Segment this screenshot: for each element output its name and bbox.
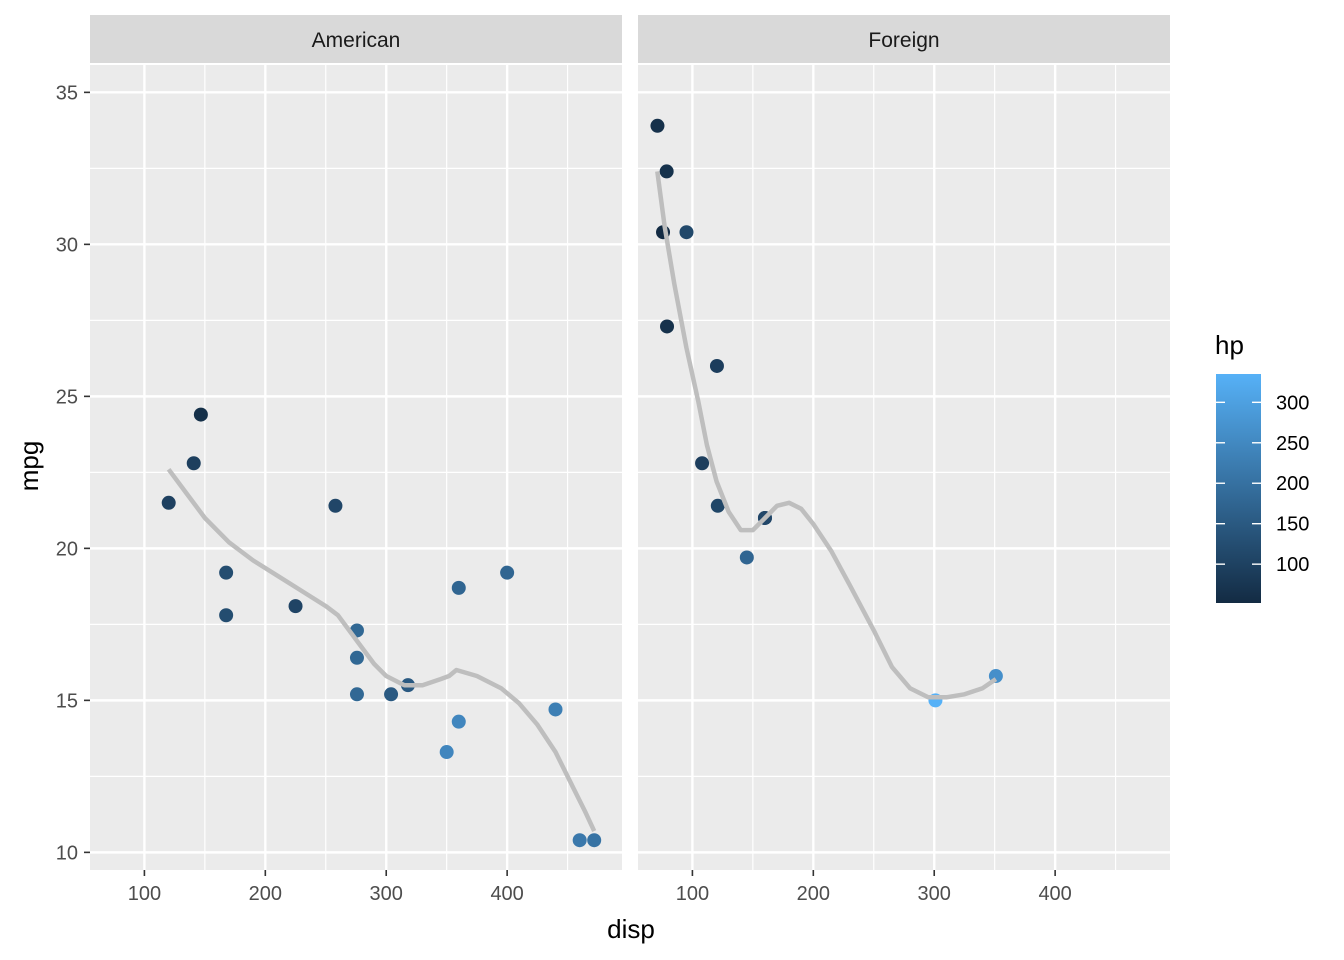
data-point [659,164,674,179]
data-point [349,650,364,665]
data-point [288,599,303,614]
data-point [328,498,343,513]
x-axes: 100 200 300 400 100 200 300 400 [128,870,1072,905]
legend-tick-label: 100 [1276,554,1309,576]
color-bar [1216,374,1261,603]
x-tick-label: 300 [918,883,951,905]
x-tick-label: 200 [249,883,282,905]
panel-background [90,65,622,870]
panel-american: American [83,15,622,870]
legend-tick-label: 150 [1276,514,1309,536]
panel-foreign: Foreign [631,15,1170,870]
data-point [439,745,454,760]
data-point [161,495,176,510]
legend-tick-label: 300 [1276,392,1309,414]
y-tick-label: 20 [56,538,78,560]
data-point [349,687,364,702]
data-point [572,833,587,848]
data-point [710,498,725,513]
x-tick-label: 400 [1038,883,1071,905]
data-point [548,702,563,717]
data-point [451,714,466,729]
facet-strip-label: Foreign [868,29,939,52]
data-point [500,565,515,580]
x-tick-label: 100 [676,883,709,905]
panel-background [638,65,1170,870]
y-tick-label: 15 [56,690,78,712]
data-point [193,407,208,422]
data-point [451,580,466,595]
data-point [739,550,754,565]
x-tick-label: 100 [128,883,161,905]
y-axis-title: mpg [14,441,44,492]
data-point [219,565,234,580]
x-tick-label: 200 [797,883,830,905]
x-tick-label: 300 [370,883,403,905]
y-axis: 10 15 20 25 30 35 [56,82,90,864]
y-tick-label: 35 [56,82,78,104]
data-point [587,833,602,848]
data-point [384,687,399,702]
legend-tick-label: 250 [1276,433,1309,455]
facet-strip-label: American [312,29,401,52]
data-point [679,225,694,240]
y-tick-label: 25 [56,386,78,408]
data-point [186,456,201,471]
data-point [219,608,234,623]
smooth-line [166,467,597,833]
data-point [695,456,710,471]
data-point [650,118,665,133]
x-axis-title: disp [607,914,655,944]
y-tick-label: 10 [56,842,78,864]
facet-strip [638,15,1170,63]
x-tick-label: 400 [490,883,523,905]
legend-title: hp [1215,330,1244,360]
data-point [709,358,724,373]
legend: hp 100 150 200 250 300 [1215,330,1309,603]
panels-layer: American Foreign [83,15,1170,870]
y-tick-label: 30 [56,234,78,256]
smooth-line [655,171,998,700]
facet-strip [90,15,622,63]
legend-ticks: 100 150 200 250 300 [1216,392,1309,576]
data-point [660,319,675,334]
legend-tick-label: 200 [1276,473,1309,495]
